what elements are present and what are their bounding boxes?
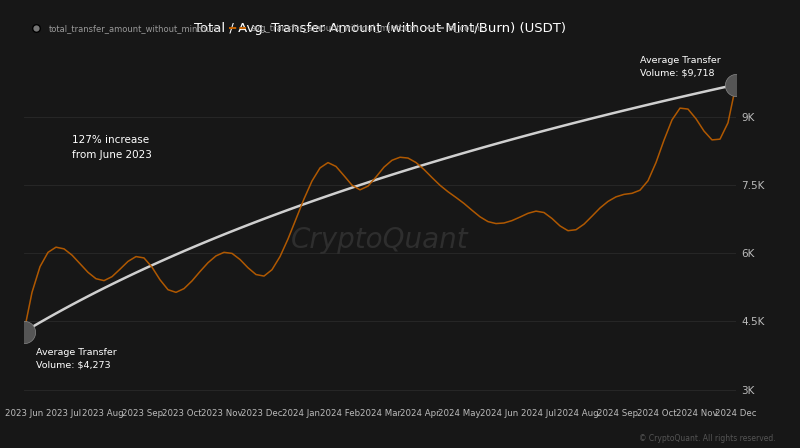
Text: © CryptoQuant. All rights reserved.: © CryptoQuant. All rights reserved. — [639, 434, 776, 443]
Legend: total_transfer_amount_without_mintburn, avg_transfer_amount_without_mintburn, tx: total_transfer_amount_without_mintburn, … — [25, 21, 487, 37]
Title: Total / Avg. Transfer Amount (without Mint/Burn) (USDT): Total / Avg. Transfer Amount (without Mi… — [194, 22, 566, 35]
Text: 127% increase
from June 2023: 127% increase from June 2023 — [71, 135, 151, 160]
Text: Average Transfer
Volume: $4,273: Average Transfer Volume: $4,273 — [36, 348, 117, 369]
Text: CryptoQuant: CryptoQuant — [291, 226, 469, 254]
Text: Average Transfer
Volume: $9,718: Average Transfer Volume: $9,718 — [640, 56, 721, 78]
